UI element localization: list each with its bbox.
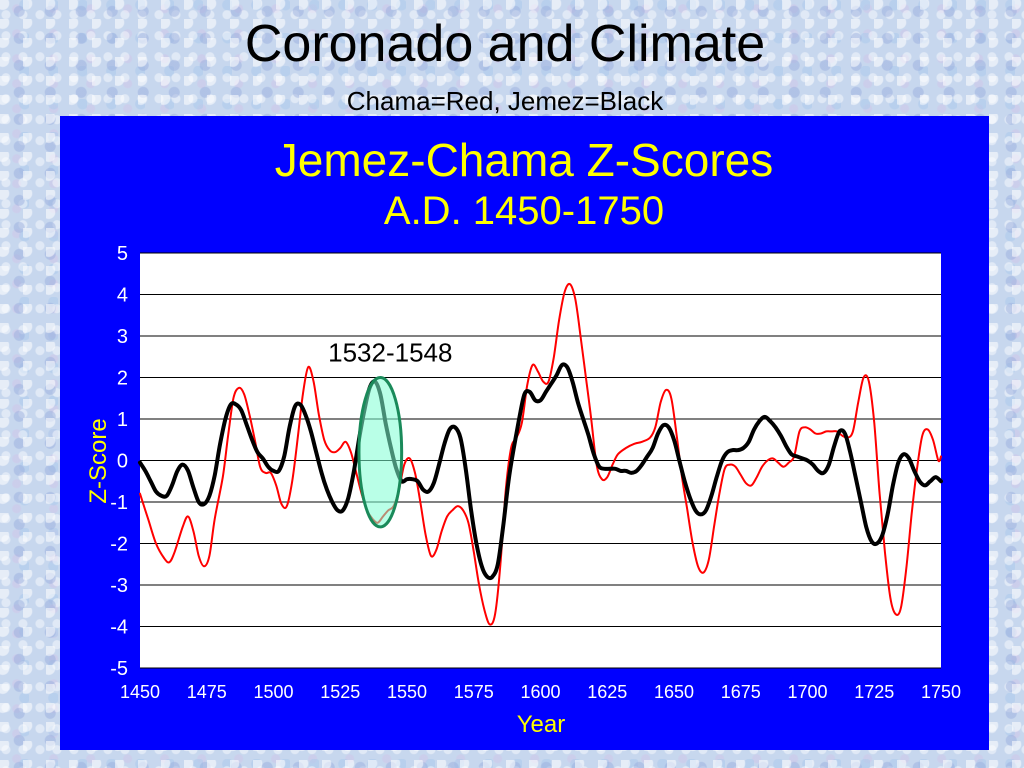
x-tick-label: 1475 <box>187 682 227 702</box>
annotation-label: 1532-1548 <box>328 338 452 368</box>
chart-panel: Jemez-Chama Z-Scores A.D. 1450-1750 5 4 3 2… <box>60 116 989 750</box>
y-tick-label: -4 <box>110 617 128 639</box>
y-tick-label: 4 <box>117 285 128 307</box>
series-layer <box>138 282 943 626</box>
highlight-ellipse <box>357 376 404 529</box>
y-tick-label: 1 <box>117 409 128 431</box>
x-tick-label: 1650 <box>654 682 694 702</box>
annotation-layer: 1532-1548 <box>328 338 452 529</box>
y-axis-label: Z-Score <box>85 418 112 503</box>
x-tick-label: 1675 <box>721 682 761 702</box>
x-tick-label: 1525 <box>320 682 360 702</box>
y-tick-label: 3 <box>117 326 128 348</box>
y-tick-label: -1 <box>110 492 128 514</box>
x-tick-label: 1725 <box>854 682 894 702</box>
x-axis-label: Year <box>517 711 566 738</box>
x-tick-label: 1500 <box>253 682 293 702</box>
y-tick-label: -5 <box>110 658 128 680</box>
y-tick-labels: 5 4 3 2 1 0 -1 -2 -3 -4 -5 <box>110 243 128 680</box>
chart-title: Jemez-Chama Z-Scores <box>275 134 773 186</box>
y-tick-label: 5 <box>117 243 128 265</box>
y-tick-label: 2 <box>117 368 128 390</box>
x-tick-label: 1550 <box>387 682 427 702</box>
grid-lines <box>140 252 941 669</box>
y-tick-label: -3 <box>110 575 128 597</box>
x-tick-label: 1450 <box>120 682 160 702</box>
slide-title: Coronado and Climate <box>244 15 766 73</box>
series-line-chama <box>139 282 942 626</box>
x-tick-label: 1700 <box>787 682 827 702</box>
slide-subtitle: Chama=Red, Jemez=Black <box>346 86 664 116</box>
x-tick-label: 1600 <box>520 682 560 702</box>
chart-svg: Jemez-Chama Z-Scores A.D. 1450-1750 5 4 3 2… <box>85 134 961 738</box>
series-line-jemez <box>138 362 943 581</box>
x-tick-label: 1625 <box>587 682 627 702</box>
y-tick-label: 0 <box>117 451 128 473</box>
x-tick-labels: 1450 1475 1500 1525 1550 1575 1600 1625 1650 1675… <box>120 682 961 702</box>
x-tick-label: 1750 <box>921 682 961 702</box>
chart-subtitle: A.D. 1450-1750 <box>384 189 664 233</box>
y-tick-label: -2 <box>110 534 128 556</box>
x-tick-label: 1575 <box>454 682 494 702</box>
